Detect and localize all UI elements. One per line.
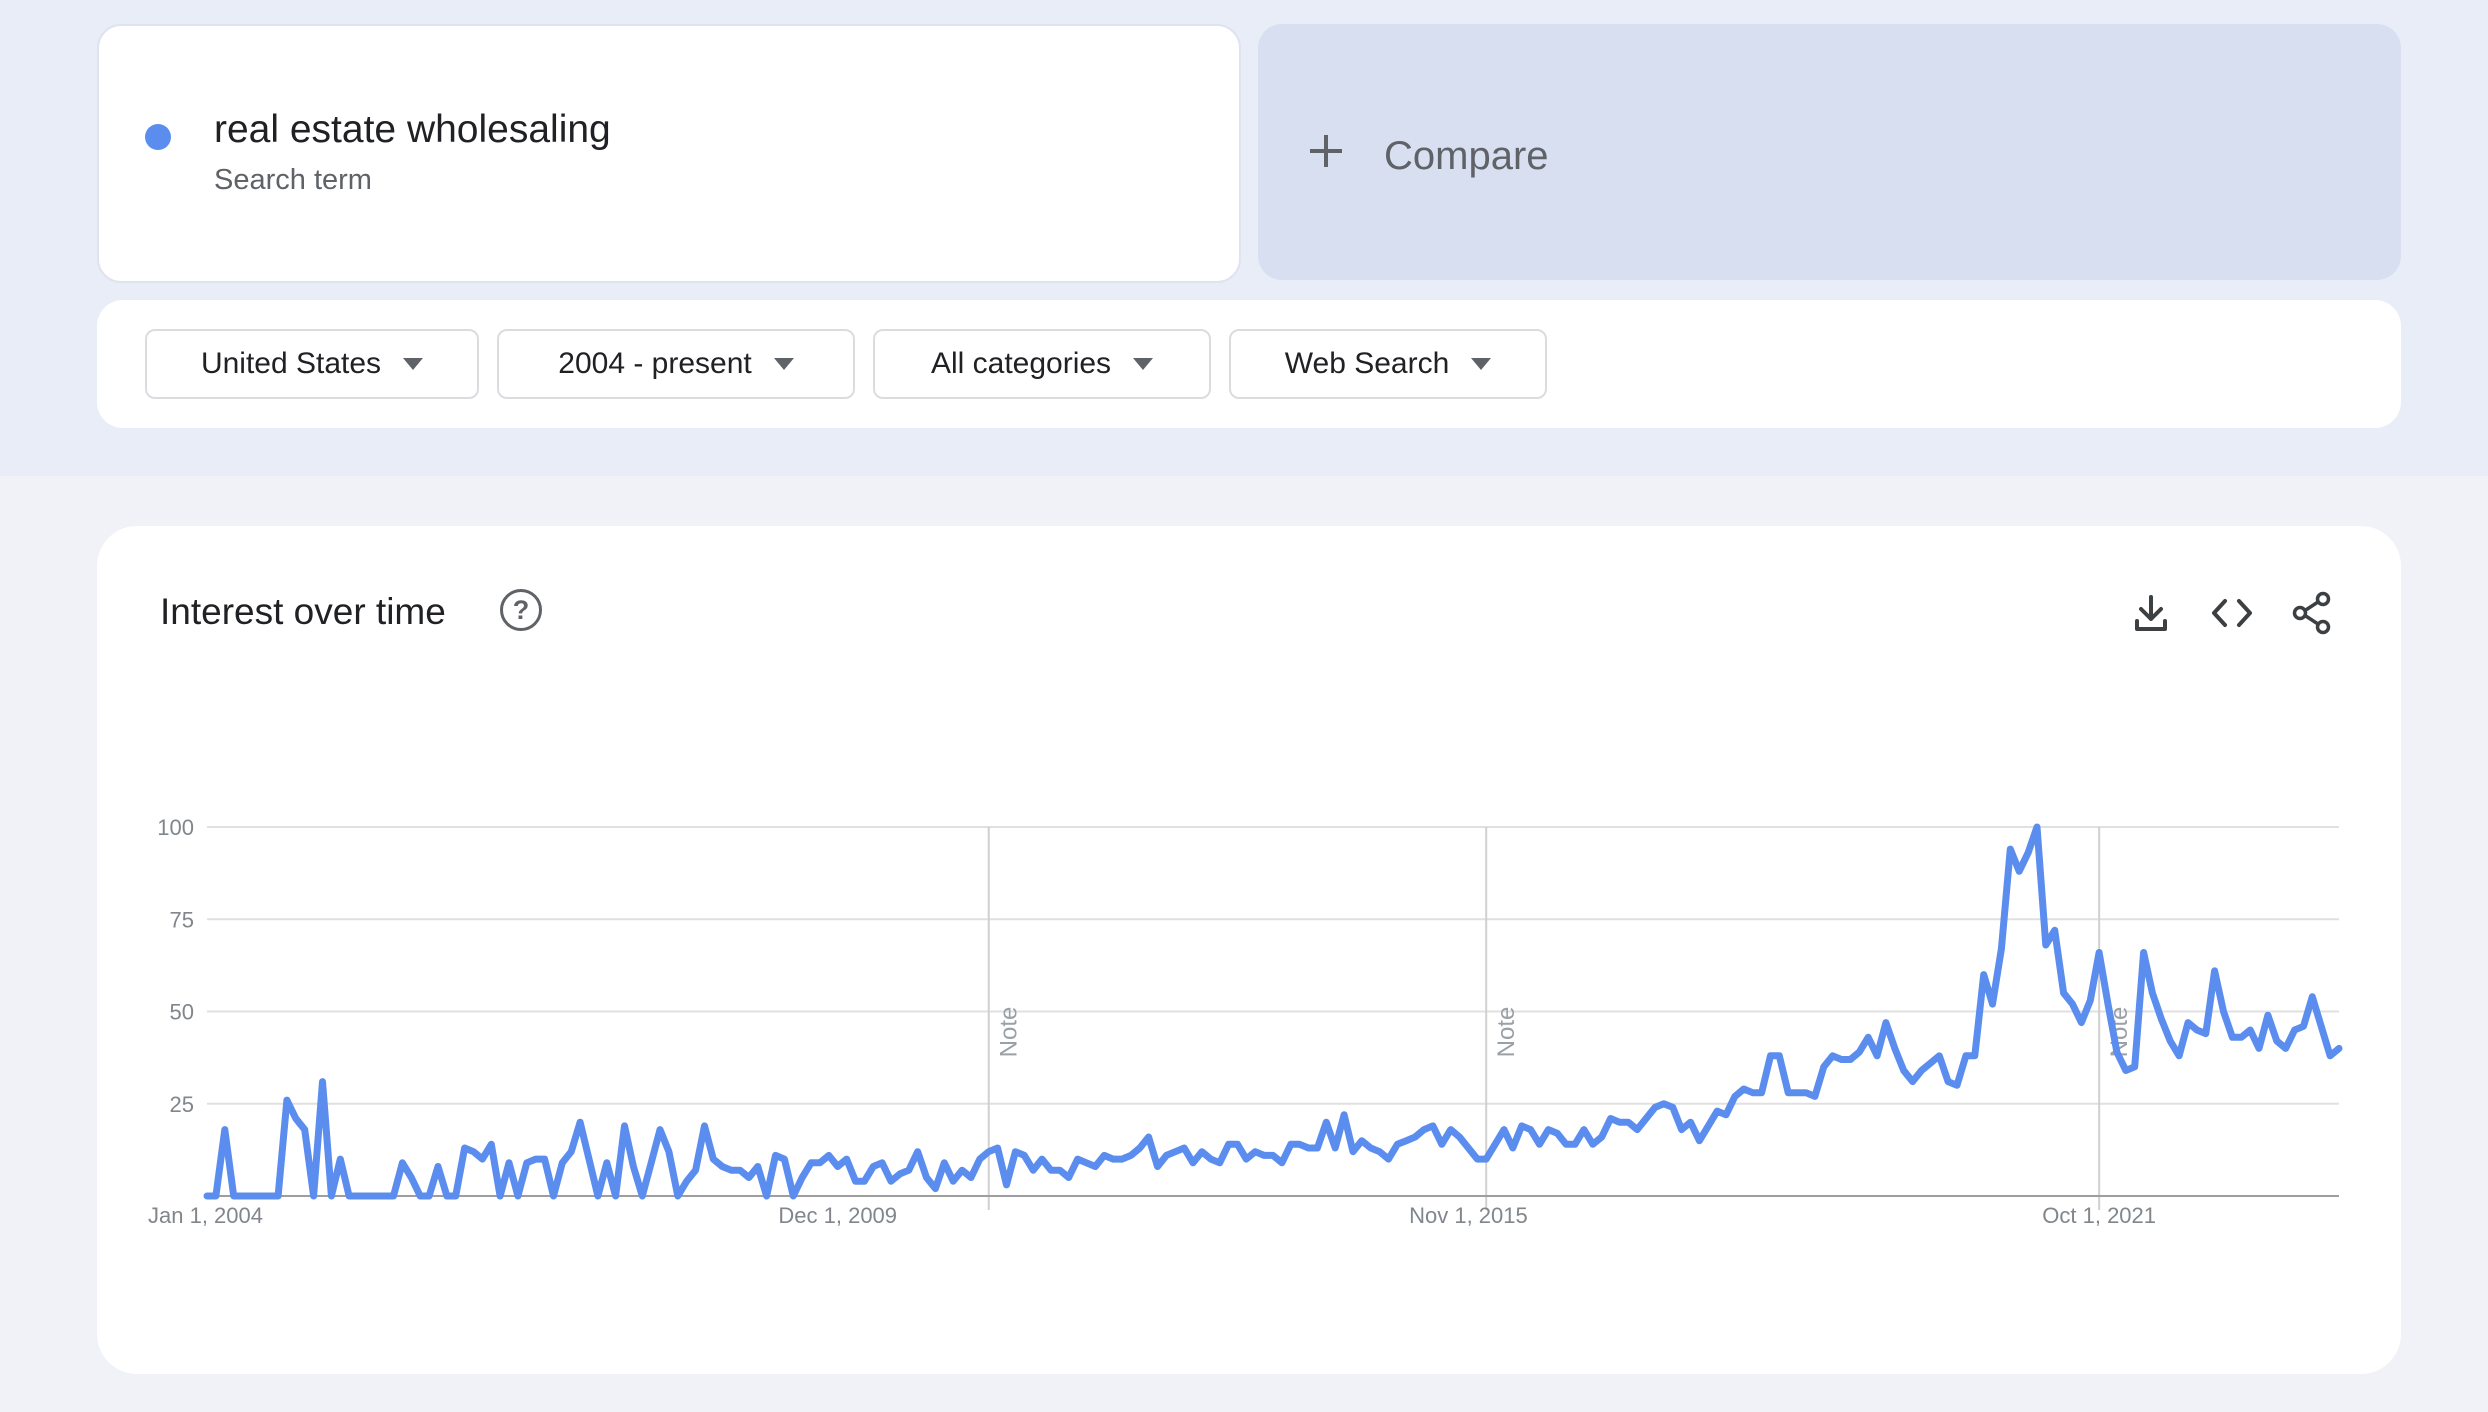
note-label: Note <box>996 1007 1023 1058</box>
compare-label[interactable]: Compare <box>1384 134 1549 178</box>
download-icon[interactable] <box>2129 591 2173 635</box>
y-tick-label: 75 <box>170 907 194 932</box>
note-label: Note <box>1493 1007 1520 1058</box>
region-dropdown[interactable]: United States <box>145 329 479 399</box>
y-tick-label: 100 <box>157 815 194 840</box>
caret-down-icon <box>403 358 424 370</box>
category-dropdown[interactable]: All categories <box>873 329 1211 399</box>
embed-code-icon[interactable] <box>2210 591 2254 635</box>
time-range-dropdown-label: 2004 - present <box>558 347 752 380</box>
category-dropdown-label: All categories <box>930 347 1112 380</box>
caret-down-icon <box>773 358 794 370</box>
series-line <box>203 823 2343 1200</box>
y-tick-label: 50 <box>170 1000 194 1025</box>
x-tick-label: Dec 1, 2009 <box>778 1203 897 1228</box>
interest-over-time-panel <box>97 526 2401 1374</box>
search-term-subtitle: Search term <box>214 164 372 196</box>
y-tick-label: 25 <box>170 1092 194 1117</box>
series-color-dot <box>145 124 171 150</box>
x-tick-label: Jan 1, 2004 <box>148 1203 263 1228</box>
caret-down-icon <box>1133 358 1154 370</box>
compare-button[interactable] <box>1258 24 2401 280</box>
x-tick-label: Nov 1, 2015 <box>1409 1203 1528 1228</box>
property-dropdown-label: Web Search <box>1284 347 1450 380</box>
caret-down-icon <box>1471 358 1492 370</box>
search-term-card[interactable] <box>97 24 1241 283</box>
time-range-dropdown[interactable]: 2004 - present <box>497 329 855 399</box>
property-dropdown[interactable]: Web Search <box>1229 329 1547 399</box>
panel-title: Interest over time <box>160 591 446 632</box>
help-icon[interactable]: ? <box>500 589 542 631</box>
share-icon[interactable] <box>2290 591 2334 635</box>
x-tick-label: Oct 1, 2021 <box>2042 1203 2156 1228</box>
region-dropdown-label: United States <box>200 347 382 380</box>
search-term-title[interactable]: real estate wholesaling <box>214 108 611 151</box>
plus-icon[interactable] <box>1310 135 1342 167</box>
